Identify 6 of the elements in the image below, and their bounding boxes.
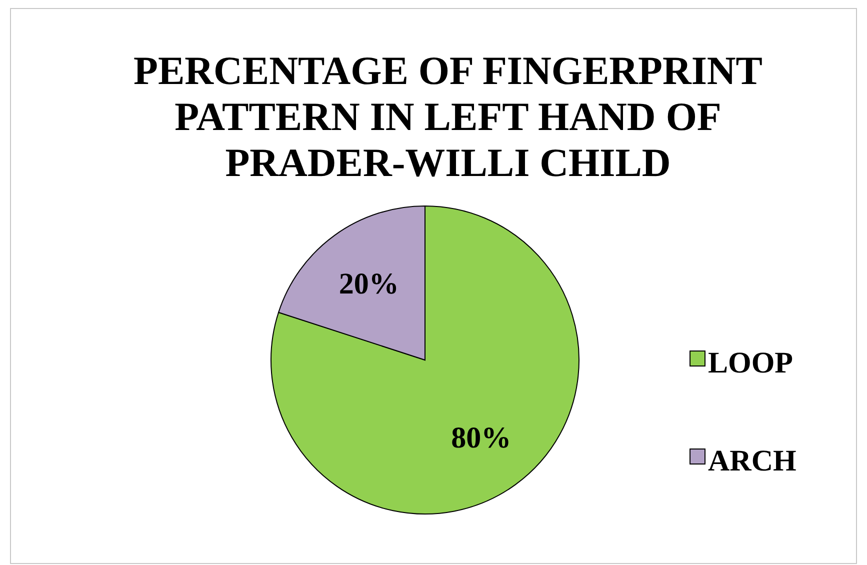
legend-label: LOOP [708, 346, 794, 380]
chart-title: PERCENTAGE OF FINGERPRINT PATTERN IN LEFT HAND OF PRADER-WILLI CHILD [134, 48, 763, 185]
legend-label: ARCH [708, 444, 796, 478]
data-label: 20% [338, 267, 399, 300]
data-label: 80% [451, 422, 512, 455]
pie-slice [270, 206, 580, 514]
